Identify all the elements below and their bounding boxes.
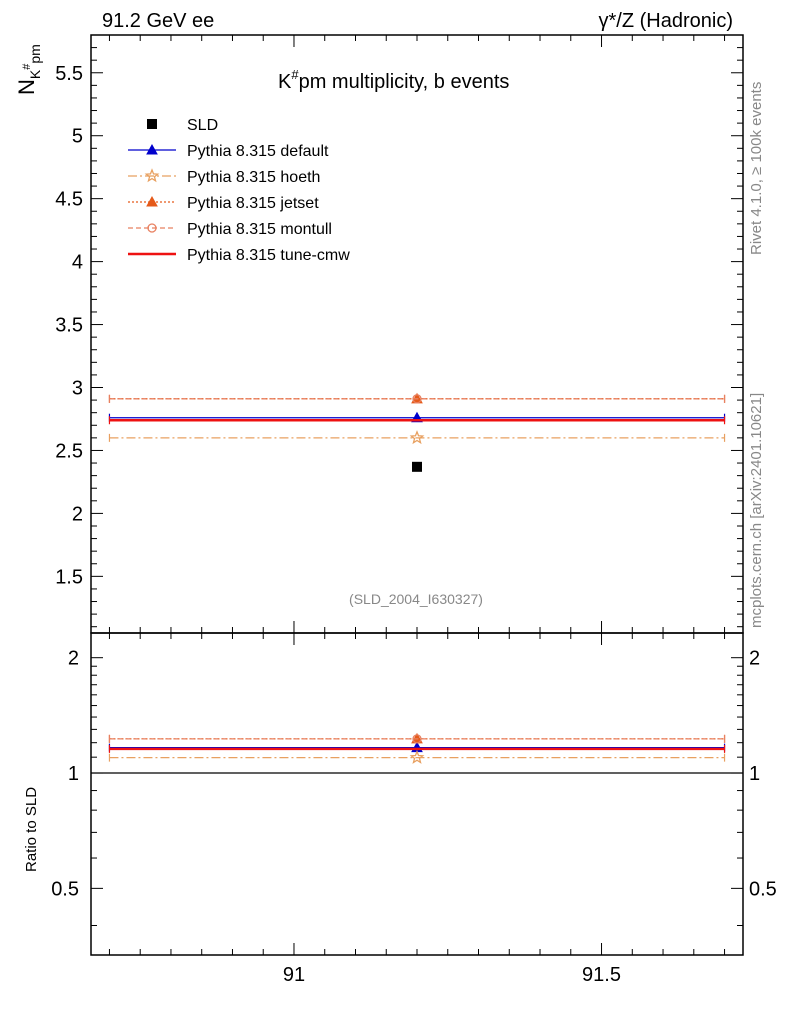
ratio-marker bbox=[409, 749, 425, 764]
legend-marker bbox=[146, 143, 158, 155]
axis-ticks: 1.5 2 2.5 3 3.5 4 4.5 5 5.5 91 91.5 0.5 0.5 1 1 2 2 bbox=[51, 34, 777, 986]
chart-title-base: K bbox=[278, 71, 292, 93]
series-marker bbox=[409, 430, 425, 445]
y-tick-label: 5 bbox=[72, 126, 83, 148]
y-tick-label: 3 bbox=[72, 378, 83, 400]
data-points bbox=[412, 461, 422, 472]
y-tick-label: 1.5 bbox=[55, 566, 83, 588]
legend-marker bbox=[146, 195, 158, 207]
legend: SLD Pythia 8.315 default Pythia 8.315 hoet… bbox=[128, 117, 350, 264]
chart-title-sup: # bbox=[291, 67, 299, 82]
x-tick-label: 91.5 bbox=[582, 964, 621, 986]
ratio-y-tick-label: 1 bbox=[68, 763, 79, 785]
y-tick-label: 2.5 bbox=[55, 440, 83, 462]
y-axis-label-base: N bbox=[14, 79, 39, 95]
y-axis-label-subrest: pm bbox=[27, 44, 43, 63]
analysis-id: (SLD_2004_I630327) bbox=[349, 591, 483, 607]
y-tick-label: 2 bbox=[72, 503, 83, 525]
rivet-label: Rivet 4.1.0, ≥ 100k events bbox=[748, 82, 765, 255]
y-tick-label: 4 bbox=[72, 252, 83, 274]
x-tick-label: 91 bbox=[283, 964, 305, 986]
series-lines bbox=[108, 392, 726, 445]
ratio-y-axis-label: Ratio to SLD bbox=[23, 787, 40, 872]
legend-marker bbox=[147, 223, 157, 233]
chart-title-rest: pm multiplicity, b events bbox=[299, 71, 510, 93]
legend-label: Pythia 8.315 montull bbox=[187, 221, 332, 238]
legend-label: Pythia 8.315 jetset bbox=[187, 195, 319, 212]
legend-label: Pythia 8.315 default bbox=[187, 143, 329, 160]
series-marker bbox=[412, 394, 422, 404]
header-right: γ*/Z (Hadronic) bbox=[599, 10, 733, 32]
mcplots-label: mcplots.cern.ch [arXiv:2401.10621] bbox=[748, 393, 765, 628]
y-tick-label: 5.5 bbox=[55, 63, 83, 85]
header-left: 91.2 GeV ee bbox=[102, 10, 214, 32]
legend-label-sld: SLD bbox=[187, 117, 218, 134]
y-axis-label-sub: K bbox=[27, 69, 43, 79]
legend-label: Pythia 8.315 tune-cmw bbox=[187, 247, 350, 264]
ratio-y-tick-label-right: 0.5 bbox=[749, 878, 777, 900]
y-tick-label: 4.5 bbox=[55, 189, 83, 211]
y-axis-label-subsup: # bbox=[21, 63, 33, 70]
data-point-sld bbox=[412, 461, 422, 472]
legend-label: Pythia 8.315 hoeth bbox=[187, 169, 320, 186]
legend-marker-sld bbox=[147, 119, 157, 129]
legend-marker bbox=[144, 168, 160, 183]
ratio-y-tick-label-right: 2 bbox=[749, 648, 760, 670]
ratio-y-tick-label: 0.5 bbox=[51, 878, 79, 900]
ratio-y-tick-label-right: 1 bbox=[749, 763, 760, 785]
ratio-lines bbox=[108, 732, 726, 764]
chart-title: K#pm multiplicity, b events bbox=[278, 67, 509, 93]
ratio-y-tick-label: 2 bbox=[68, 648, 79, 670]
ratio-plot-frame bbox=[90, 632, 744, 956]
ratio-marker bbox=[412, 734, 422, 744]
y-axis-label: NK#pm bbox=[14, 44, 43, 95]
y-tick-label: 3.5 bbox=[55, 315, 83, 337]
